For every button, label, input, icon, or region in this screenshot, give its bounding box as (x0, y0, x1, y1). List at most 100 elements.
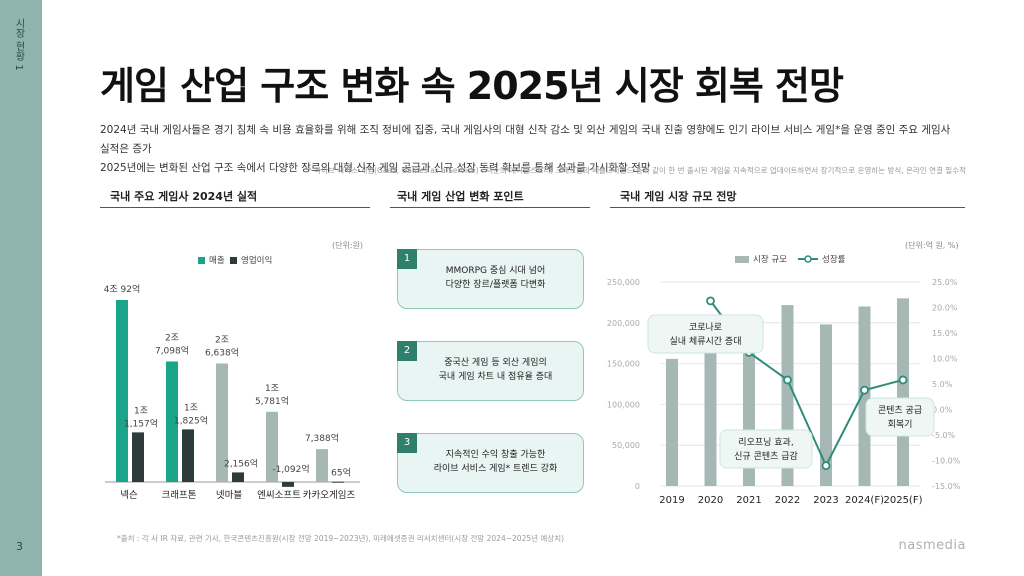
data-label-revenue: 4조 92억 (104, 283, 141, 295)
sidebar: 시장 현황 1 3 (0, 0, 42, 576)
middle-section-title: 국내 게임 산업 변화 포인트 (397, 190, 524, 203)
y-right-tick-label: -15.0% (932, 482, 961, 491)
change-point-line: 라이브 서비스 게임* 트렌드 강화 (433, 464, 558, 474)
data-label-operating-profit: -1,092억 (272, 463, 309, 475)
data-label-operating-profit: 1조 (184, 403, 198, 413)
divider (390, 207, 590, 208)
y-left-tick-label: 0 (635, 482, 640, 491)
change-point-number: 2 (397, 341, 417, 361)
y-right-tick-label: 25.0% (932, 278, 958, 287)
bar-revenue (166, 361, 178, 482)
bar-market-size (704, 331, 717, 486)
change-point-text: 중국산 게임 등 외산 게임의 국내 게임 차트 내 점유율 증대 (418, 356, 573, 384)
description: 2024년 국내 게임사들은 경기 침체 속 비용 효율화를 위해 조직 정비에… (100, 121, 960, 178)
x-tick-label: 넥슨 (120, 490, 138, 501)
y-right-tick-label: -10.0% (932, 457, 961, 466)
bar-operating-profit (182, 429, 194, 482)
legend-swatch (230, 256, 237, 264)
x-tick-label: 2019 (659, 495, 684, 506)
left-section-title: 국내 주요 게임사 2024년 실적 (110, 190, 258, 203)
legend-operating-profit: 영업이익 (230, 254, 272, 266)
page-number: 3 (16, 540, 23, 553)
bar-market-size (858, 306, 871, 486)
change-point-line: 지속적인 수익 창출 가능한 (445, 450, 546, 460)
annotation-text: 코로나로 (689, 322, 722, 333)
legend-label: 성장률 (822, 255, 846, 265)
data-label-revenue: 5,781억 (255, 395, 289, 407)
data-label-operating-profit: 2,156억 (224, 457, 258, 469)
change-point-text: 지속적인 수익 창출 가능한 라이브 서비스 게임* 트렌드 강화 (418, 448, 573, 476)
growth-rate-point (860, 385, 869, 395)
bar-revenue (216, 363, 228, 482)
y-left-tick-label: 150,000 (607, 360, 640, 369)
growth-rate-point (898, 375, 908, 385)
legend-line-marker (798, 255, 818, 263)
change-point-line: 국내 게임 차트 내 점유율 증대 (438, 372, 553, 382)
data-label-operating-profit: 1,825억 (174, 414, 208, 426)
divider (610, 207, 965, 208)
change-point-number: 3 (397, 433, 417, 453)
annotation-text: 신규 콘텐츠 급감 (734, 450, 798, 462)
y-right-tick-label: 20.0% (932, 304, 958, 313)
x-tick-label: 2020 (698, 495, 723, 506)
change-point-line: 중국산 게임 등 외산 게임의 (444, 358, 547, 368)
y-right-tick-label: -5.0% (932, 431, 956, 440)
y-left-tick-label: 50,000 (612, 441, 640, 450)
legend-label: 영업이익 (241, 256, 273, 266)
y-right-tick-label: 0.0% (932, 406, 953, 415)
bar-operating-profit (282, 482, 294, 487)
y-left-tick-label: 100,000 (607, 400, 640, 409)
legend-swatch (735, 255, 749, 263)
change-point-line: MMORPG 중심 시대 넘어 (445, 266, 546, 276)
x-tick-label: 크래프톤 (162, 490, 197, 501)
legend-revenue: 매출 (198, 254, 225, 266)
y-left-tick-label: 200,000 (607, 319, 640, 328)
annotation-box (719, 429, 813, 469)
bar-market-size (897, 298, 909, 486)
x-tick-label: 넷마블 (216, 490, 242, 501)
y-right-tick-label: 10.0% (932, 355, 958, 364)
change-point-box: 1 MMORPG 중심 시대 넘어 다양한 장르/플랫폼 다변화 (397, 249, 584, 309)
y-left-tick-label: 250,000 (607, 278, 640, 287)
source-note: *출처 : 각 사 IR 자료, 관련 기사, 한국콘텐츠진흥원(시장 전망 2… (117, 534, 565, 543)
data-label-revenue: 7,098억 (155, 344, 189, 356)
unit-label: (단위:억 원, %) (905, 241, 959, 250)
bar-revenue (266, 411, 278, 482)
bar-revenue (316, 449, 328, 482)
growth-rate-point (783, 375, 792, 385)
annotation-text: 회복기 (888, 419, 913, 430)
x-tick-label: 2022 (775, 495, 800, 506)
data-label-revenue: 2조 (165, 333, 179, 343)
bar-operating-profit (332, 481, 344, 483)
bar-market-size (820, 324, 832, 486)
right-section-title: 국내 게임 시장 규모 전망 (620, 190, 737, 203)
x-tick-label: 엔씨소프트 (257, 490, 301, 501)
description-line: 2025년에는 변화된 산업 구조 속에서 다양한 장르의 대형 신작 게임 공… (100, 162, 651, 174)
data-label-operating-profit: 1조 (134, 406, 148, 416)
bar-operating-profit (132, 432, 144, 482)
change-point-line: 다양한 장르/플랫폼 다변화 (445, 280, 546, 290)
annotation-text: 리오프닝 효과, (738, 437, 793, 448)
annotation-box (647, 314, 764, 354)
y-right-tick-label: 5.0% (932, 380, 953, 389)
x-tick-label: 2023 (813, 495, 838, 506)
legend-growth-rate: 성장률 (798, 253, 845, 265)
data-label-revenue: 2조 (215, 336, 229, 346)
page-title: 게임 산업 구조 변화 속 2025년 시장 회복 전망 (100, 64, 844, 108)
data-label-revenue: 1조 (265, 384, 279, 394)
annotation-text: 콘텐츠 공급 (878, 405, 922, 416)
legend-market-size: 시장 규모 (735, 253, 787, 265)
footnote: * 라이브 서비스 게임(GaaS, Games as a Service) :… (308, 166, 966, 175)
change-point-text: MMORPG 중심 시대 넘어 다양한 장르/플랫폼 다변화 (418, 264, 573, 292)
brand-logo: nasmedia (898, 538, 966, 553)
change-point-box: 2 중국산 게임 등 외산 게임의 국내 게임 차트 내 점유율 증대 (397, 341, 584, 401)
data-label-operating-profit: 1,157억 (124, 417, 158, 429)
unit-label: (단위:원) (332, 241, 364, 250)
description-line: 2024년 국내 게임사들은 경기 침체 속 비용 효율화를 위해 조직 정비에… (100, 124, 951, 155)
annotation-box (865, 397, 935, 437)
x-tick-label: 2024(F) (845, 495, 884, 506)
section-label: 시장 현황 1 (13, 18, 24, 71)
x-tick-label: 카카오게임즈 (303, 489, 356, 501)
legend-swatch (198, 256, 205, 264)
